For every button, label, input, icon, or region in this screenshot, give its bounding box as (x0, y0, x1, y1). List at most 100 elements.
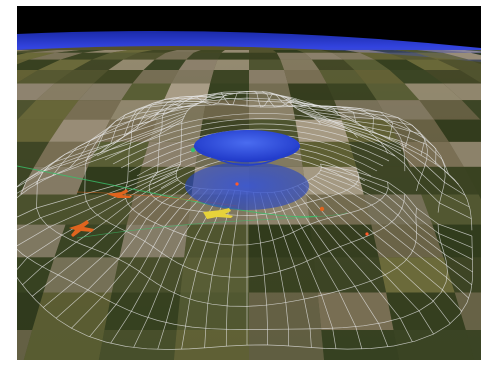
terrain-tile (287, 83, 335, 101)
mesh-spoke (297, 185, 434, 335)
terrain-tile (138, 50, 177, 53)
terrain-tile (17, 119, 18, 121)
terrain-tile (404, 83, 462, 101)
terrain-tile (297, 50, 333, 53)
terrain-tile (365, 83, 420, 101)
terrain-tile (406, 59, 460, 70)
terrain-tile (374, 59, 425, 70)
terrain-tile (276, 52, 312, 60)
terrain-tile (17, 119, 64, 142)
terrain-tile (363, 194, 433, 225)
terrain-tile (434, 119, 481, 142)
mesh-spoke (280, 190, 363, 350)
mesh-spoke (301, 111, 449, 174)
mesh-spoke (71, 186, 194, 329)
terrain-tile (143, 59, 187, 70)
mesh-spoke (31, 179, 179, 297)
mesh-spoke (89, 188, 201, 337)
green-trajectory-line (17, 165, 318, 218)
terrain-tile (359, 52, 407, 60)
terrain-tile (273, 50, 305, 53)
mesh-spoke (310, 115, 466, 196)
mesh-spoke (22, 176, 177, 286)
viewport-frame (17, 6, 481, 360)
terrain-tile (419, 100, 481, 120)
mesh-spoke (297, 109, 437, 165)
terrain-tile (343, 59, 390, 70)
mesh-spoke (302, 183, 451, 324)
blue-dome-top (194, 130, 300, 162)
mesh-spoke (20, 115, 185, 195)
terrain-tile (17, 59, 29, 65)
dome-rim (193, 145, 301, 166)
mesh-spoke (110, 188, 209, 344)
terrain-tile (387, 52, 438, 60)
terrain-tile (345, 50, 388, 53)
mesh-spoke (17, 118, 184, 188)
mesh-spoke (253, 192, 268, 346)
green-trajectory-line-2 (76, 211, 348, 239)
terrain-tile (36, 83, 94, 101)
terrain-tile (17, 141, 49, 167)
mesh-spoke (261, 91, 297, 108)
terrain-tile (284, 69, 327, 84)
terrain-tile (213, 59, 249, 70)
mesh-spoke (35, 112, 187, 185)
terrain-tile (108, 59, 155, 70)
terrain-tile (317, 292, 394, 331)
terrain-tile (424, 69, 481, 84)
mesh-canopy-arc (96, 112, 408, 157)
terrain-tile (171, 69, 214, 84)
terrain-tile (17, 52, 28, 56)
terrain-tile (356, 166, 422, 195)
terrain-tile (459, 69, 481, 83)
terrain-tile (313, 257, 387, 293)
terrain-tile (311, 59, 355, 70)
mesh-spoke (17, 120, 183, 194)
terrain-tile (91, 52, 139, 60)
terrain-tile (17, 100, 37, 120)
terrain-tile (376, 100, 435, 120)
terrain-tile (441, 50, 481, 53)
terrain-tile (178, 59, 218, 70)
terrain-tile (180, 257, 249, 293)
terrain-tile (449, 141, 481, 167)
terrain-tile (17, 257, 55, 293)
terrain-tile (43, 257, 120, 293)
mesh-spoke (311, 178, 470, 299)
terrain-tile (393, 50, 443, 53)
mesh-canopy-arc (104, 118, 402, 161)
terrain-tile (121, 83, 172, 101)
terrain-tile (73, 59, 124, 70)
terrain-tile (49, 119, 111, 142)
terrain-tile (326, 83, 377, 101)
terrain-tile (310, 224, 379, 258)
terrain-tile (217, 52, 249, 60)
terrain-tile (34, 141, 100, 167)
terrain-tile (17, 59, 61, 70)
terrain-tile (78, 83, 133, 101)
terrain-tile (17, 69, 74, 84)
mesh-spoke (273, 191, 337, 349)
terrain-tile (186, 52, 222, 60)
terrain-tile (321, 330, 400, 360)
terrain-tile (173, 330, 249, 360)
terrain-tile (332, 52, 375, 60)
terrain-tile (17, 69, 39, 83)
terrain-tile (417, 50, 471, 53)
terrain-tile (193, 50, 225, 53)
aircraft-red-dot (235, 182, 239, 186)
terrain-tile (17, 194, 77, 225)
mesh-canopy-arc (120, 128, 390, 169)
terrain-tile (465, 330, 481, 360)
terrain-tile (443, 52, 481, 60)
mesh-spoke (269, 92, 319, 107)
terrain-tile (202, 100, 249, 120)
terrain-tile (163, 83, 211, 101)
mesh-spoke (315, 175, 473, 286)
terrain-tile (249, 59, 285, 70)
terrain-tile (249, 69, 288, 84)
mesh-spoke (112, 100, 204, 145)
terrain-tile (249, 224, 314, 258)
mesh-canopy-arc (112, 123, 396, 165)
